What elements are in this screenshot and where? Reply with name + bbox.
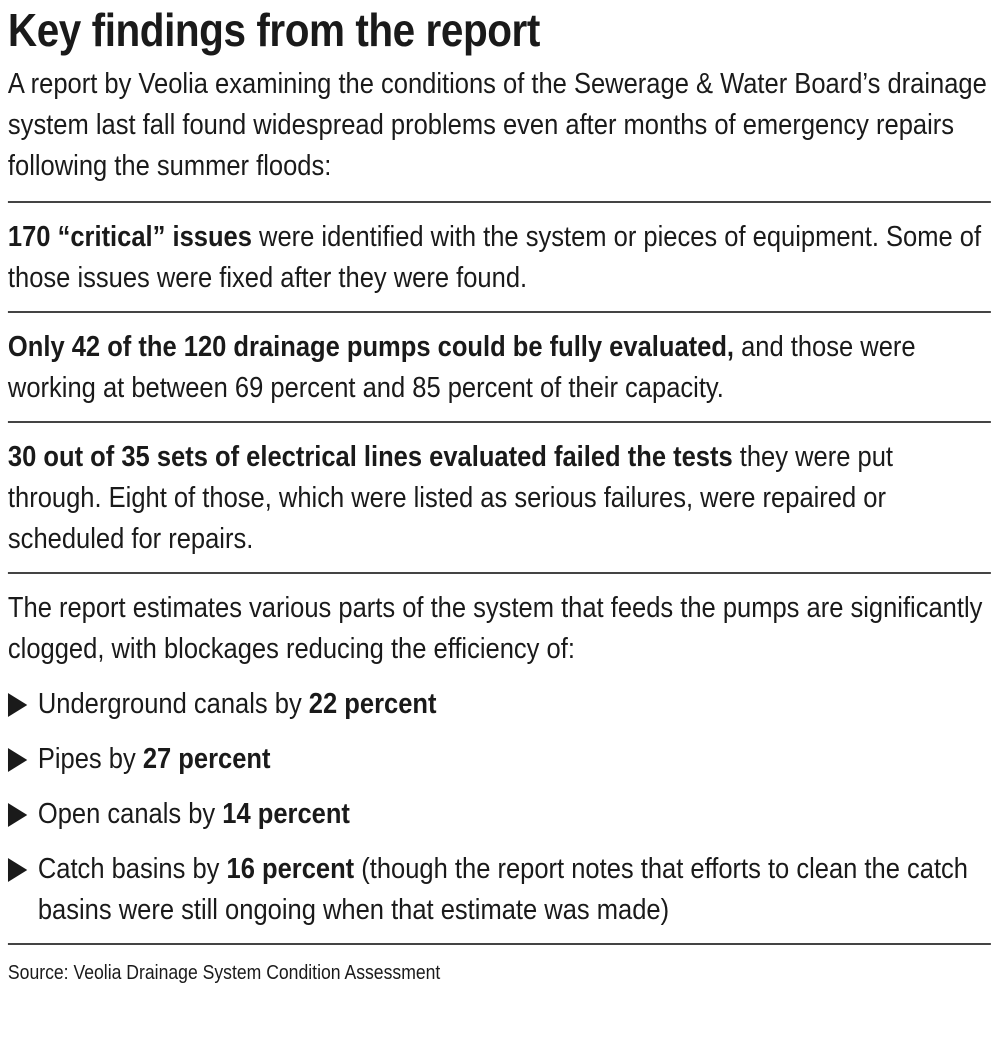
blockages: The report estimates various parts of th… [7, 572, 991, 943]
finding-bold: 170 “critical” issues [7, 221, 252, 253]
finding-text: Only 42 of the 120 drainage pumps could … [8, 327, 991, 409]
blockage-item: Pipes by 27 percent [7, 739, 991, 780]
bullet [7, 849, 38, 931]
item-text: Catch basins by 16 percent (though the r… [38, 849, 991, 931]
item-label: Pipes by [37, 743, 143, 775]
finding-bold: Only 42 of the 120 drainage pumps could … [7, 331, 735, 363]
triangle [7, 693, 28, 717]
bullet [7, 739, 38, 780]
item-text: Pipes by 27 percent [38, 739, 271, 780]
finding: Only 42 of the 120 drainage pumps could … [7, 311, 991, 421]
item-bold: 22 percent [308, 688, 437, 720]
item-text: Underground canals by 22 percent [38, 684, 437, 725]
intro: A report by Veolia examining the conditi… [7, 68, 987, 182]
finding: 30 out of 35 sets of electrical lines ev… [7, 421, 991, 572]
item-bold: 27 percent [142, 743, 271, 775]
triangle [7, 748, 28, 772]
item-label: Open canals by [37, 798, 223, 830]
title: Key findings from the report [7, 4, 540, 56]
item-bold: 16 percent [226, 853, 355, 885]
source: Source: Veolia Drainage System Condition… [7, 943, 991, 987]
finding-bold: 30 out of 35 sets of electrical lines ev… [7, 441, 733, 473]
blockage-item: Underground canals by 22 percent [7, 684, 991, 725]
item-note: (though the report notes that efforts to… [37, 853, 968, 926]
blockage-item: Open canals by 14 percent [7, 794, 991, 835]
finding-body: they were put through. Eight of those, w… [7, 441, 893, 555]
bullet [7, 794, 38, 835]
triangle [7, 803, 28, 827]
triangle [7, 858, 28, 882]
item-label: Underground canals by [37, 688, 309, 720]
intro-section: A report by Veolia examining the conditi… [8, 64, 991, 201]
item-label: Catch basins by [37, 853, 227, 885]
infographic: Key findings from the report A report by… [0, 2, 1000, 987]
item-text: Open canals by 14 percent [38, 794, 350, 835]
finding-body: were identified with the system or piece… [7, 221, 982, 294]
blockage-item: Catch basins by 16 percent (though the r… [7, 849, 991, 931]
finding-text: 30 out of 35 sets of electrical lines ev… [8, 437, 991, 560]
bullet [7, 684, 38, 725]
finding: 170 “critical” issues were identified wi… [7, 201, 991, 311]
blockages-intro: The report estimates various parts of th… [7, 592, 983, 665]
finding-text: 170 “critical” issues were identified wi… [8, 217, 991, 299]
finding-body: and those were working at between 69 per… [7, 331, 916, 404]
item-bold: 14 percent [222, 798, 350, 830]
